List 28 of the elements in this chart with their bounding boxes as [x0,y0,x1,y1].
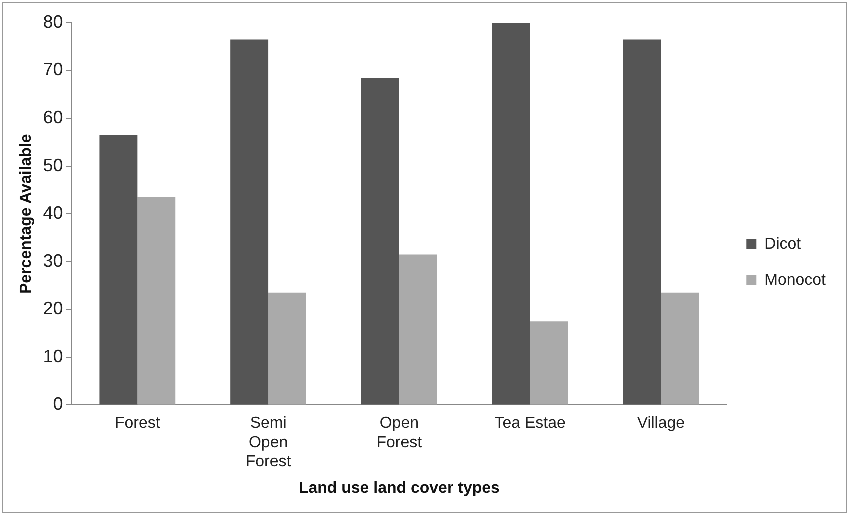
x-tick-label: Village [637,415,686,432]
y-tick-label: 50 [43,155,64,176]
bar [100,135,138,405]
y-tick-label: 0 [53,394,64,414]
legend-label: Monocot [764,272,827,289]
bar [623,40,662,405]
y-tick-label: 80 [43,12,64,32]
x-axis-title: Land use land cover types [298,480,500,497]
x-tick-label: Forest [114,415,161,432]
bar [138,197,176,405]
y-tick-label: 30 [43,250,64,271]
bar [399,254,438,405]
x-tick-label: Semi Open Forest [246,415,292,471]
bar [661,292,700,405]
bar [492,23,530,405]
bar [268,292,306,405]
y-tick-label: 70 [43,60,64,80]
bar [530,322,568,405]
y-tick-label: 40 [43,203,64,224]
bar [230,40,269,405]
y-tick-label: 20 [43,298,64,319]
y-tick-label: 60 [43,108,64,128]
x-tick-label: Tea Estae [494,415,566,432]
legend-label: Dicot [764,236,802,253]
x-tick-label: Open Forest [376,415,423,452]
bar [361,78,400,405]
y-axis-title: Percentage Available [18,134,36,294]
y-tick-label: 10 [43,346,64,366]
